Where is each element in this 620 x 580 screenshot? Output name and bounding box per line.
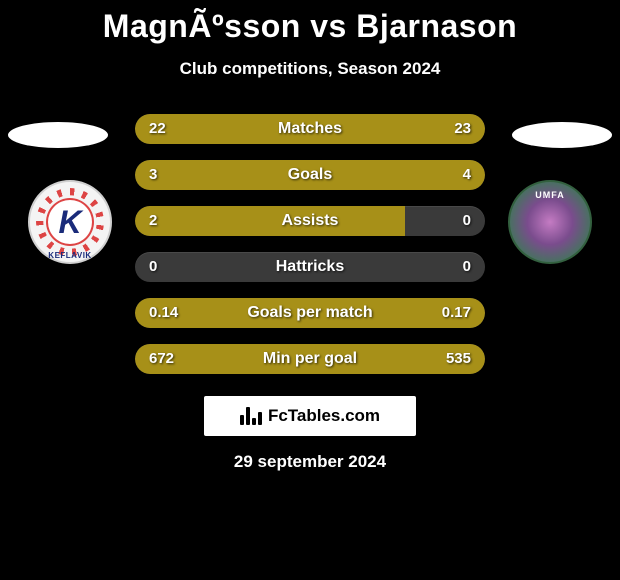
club-badge-left: K KEFLAVIK	[28, 180, 112, 264]
badge-left-letter: K	[46, 198, 94, 246]
badge-left-caption: KEFLAVIK	[30, 251, 110, 260]
bar-fill-right	[306, 114, 485, 144]
footer-date: 29 september 2024	[0, 452, 620, 472]
bar-fill-left	[135, 114, 306, 144]
bar-row: 672535Min per goal	[135, 344, 485, 374]
bar-fill-left	[135, 206, 405, 236]
bar-row: 34Goals	[135, 160, 485, 190]
page-title: MagnÃºsson vs Bjarnason	[0, 0, 620, 45]
bar-row: 2223Matches	[135, 114, 485, 144]
bar-fill-right	[330, 344, 485, 374]
brand-text: FcTables.com	[268, 406, 380, 426]
bar-label: Hattricks	[135, 252, 485, 282]
bar-row: 20Assists	[135, 206, 485, 236]
bar-fill-left	[135, 298, 293, 328]
bar-row: 0 0Hattricks	[135, 252, 485, 282]
bar-value-right: 0	[463, 206, 471, 236]
brand-box: FcTables.com	[204, 396, 416, 436]
badge-right-caption: UMFA	[510, 190, 590, 200]
bar-fill-left	[135, 160, 285, 190]
bar-fill-right	[293, 298, 485, 328]
ellipse-left	[8, 122, 108, 148]
club-badge-right: UMFA	[508, 180, 592, 264]
bar-fill-left	[135, 344, 330, 374]
bar-value-left: 0	[149, 252, 157, 282]
brand-bars-icon	[240, 407, 262, 425]
bar-chart: 2223Matches34Goals20Assists00Hattricks0.…	[135, 114, 485, 390]
ellipse-right	[512, 122, 612, 148]
page-subtitle: Club competitions, Season 2024	[0, 59, 620, 79]
bar-row: 0.140.17Goals per match	[135, 298, 485, 328]
bar-value-right: 0	[463, 252, 471, 282]
comparison-panel: K KEFLAVIK UMFA 2223Matches 34Goals 20Assi…	[0, 100, 620, 460]
bar-fill-right	[285, 160, 485, 190]
